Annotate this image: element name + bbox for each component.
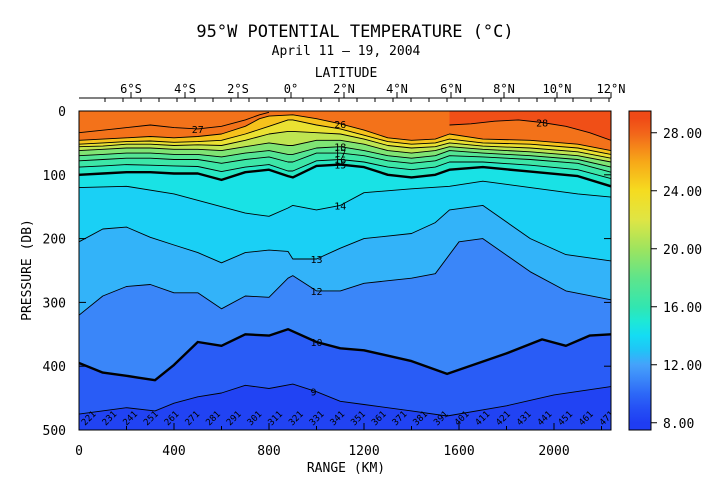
latitude-axis: 6°S 4°S 2°S 0° 2°N 4°N 6°N 8°N 10°N 12°N [79, 82, 625, 102]
x-tick-label: 1600 [443, 444, 474, 459]
isotherm-18 [79, 146, 611, 168]
isotherm-22 [79, 130, 611, 159]
isotherm-label-12: 12 [311, 287, 323, 298]
isotherm-13 [79, 204, 611, 264]
colorbar-gradient [628, 110, 652, 431]
colorbar-tick-label: 28.00 [663, 127, 702, 142]
y-tick-label: 400 [43, 360, 66, 375]
isotherm-28 [449, 119, 611, 141]
isotherm-20 [79, 139, 611, 163]
isotherm-14 [79, 180, 611, 217]
x-tick-label: 1200 [348, 444, 379, 459]
latitude-tick-label: 8°N [493, 82, 515, 96]
isotherm-16 [79, 159, 611, 180]
y-axis: 0 100 200 300 400 500 [43, 105, 611, 439]
latitude-tick-label: 10°N [543, 82, 572, 96]
y-axis-label: PRESSURE (DB) [20, 219, 35, 321]
chart-title: 95°W POTENTIAL TEMPERATURE (°C) [196, 22, 513, 42]
latitude-tick-label: 2°S [227, 82, 249, 96]
x-tick-label: 0 [75, 444, 83, 459]
x-axis: 0 400 800 1200 1600 2000 [75, 423, 602, 459]
x-tick-label: 800 [257, 444, 280, 459]
fill-band-above-28 [449, 111, 611, 141]
isotherm-label-9: 9 [311, 388, 317, 399]
isotherm-9 [79, 383, 611, 417]
latitude-tick-label: 6°N [440, 82, 462, 96]
isotherm-label-13: 13 [311, 255, 323, 266]
latitude-tick-label: 12°N [597, 82, 626, 96]
latitude-tick-label: 0° [284, 82, 298, 96]
y-tick-label: 500 [43, 424, 66, 439]
plot-frame [78, 110, 612, 431]
latitude-tick-label: 6°S [120, 82, 142, 96]
isotherm-10 [79, 328, 611, 382]
isotherm-label-17: 17 [334, 149, 346, 160]
y-tick-label: 200 [43, 233, 66, 248]
x-tick-label: 2000 [538, 444, 569, 459]
isotherm-label-14: 14 [334, 201, 346, 212]
isotherm-label-15: 15 [334, 161, 346, 172]
isotherm-label-18: 18 [334, 143, 346, 154]
y-tick-label: 100 [43, 169, 66, 184]
isotherm-label-27: 27 [192, 125, 204, 136]
x-axis-label: RANGE (KM) [307, 461, 385, 476]
latitude-tick-label: 4°N [386, 82, 408, 96]
isotherm-27 [79, 111, 270, 134]
isotherm-12 [79, 238, 611, 316]
colorbar-tick-label: 8.00 [663, 417, 694, 432]
isotherm-17 [79, 152, 611, 173]
y-tick-label: 300 [43, 296, 66, 311]
latitude-tick-label: 2°N [333, 82, 355, 96]
latitude-tick-label: 4°S [174, 82, 196, 96]
chart-subtitle: April 11 – 19, 2004 [272, 44, 421, 59]
isotherm-label-16: 16 [334, 155, 346, 166]
isotherm-label-10: 10 [311, 338, 323, 349]
colorbar-tick-label: 24.00 [663, 185, 702, 200]
x-tick-label: 400 [162, 444, 185, 459]
colorbar-tick-label: 16.00 [663, 301, 702, 316]
colorbar: 28.00 24.00 20.00 16.00 12.00 8.00 [628, 110, 702, 432]
colorbar-tick-label: 20.00 [663, 243, 702, 258]
isotherm-label-28: 28 [536, 118, 548, 129]
colorbar-tick-label: 12.00 [663, 359, 702, 374]
isotherm-26 [79, 114, 611, 152]
isotherm-label-26: 26 [334, 120, 346, 131]
y-tick-label: 0 [58, 105, 66, 120]
isotherm-15 [79, 163, 611, 188]
isotherm-24 [79, 119, 611, 155]
latitude-axis-label: LATITUDE [315, 66, 378, 81]
